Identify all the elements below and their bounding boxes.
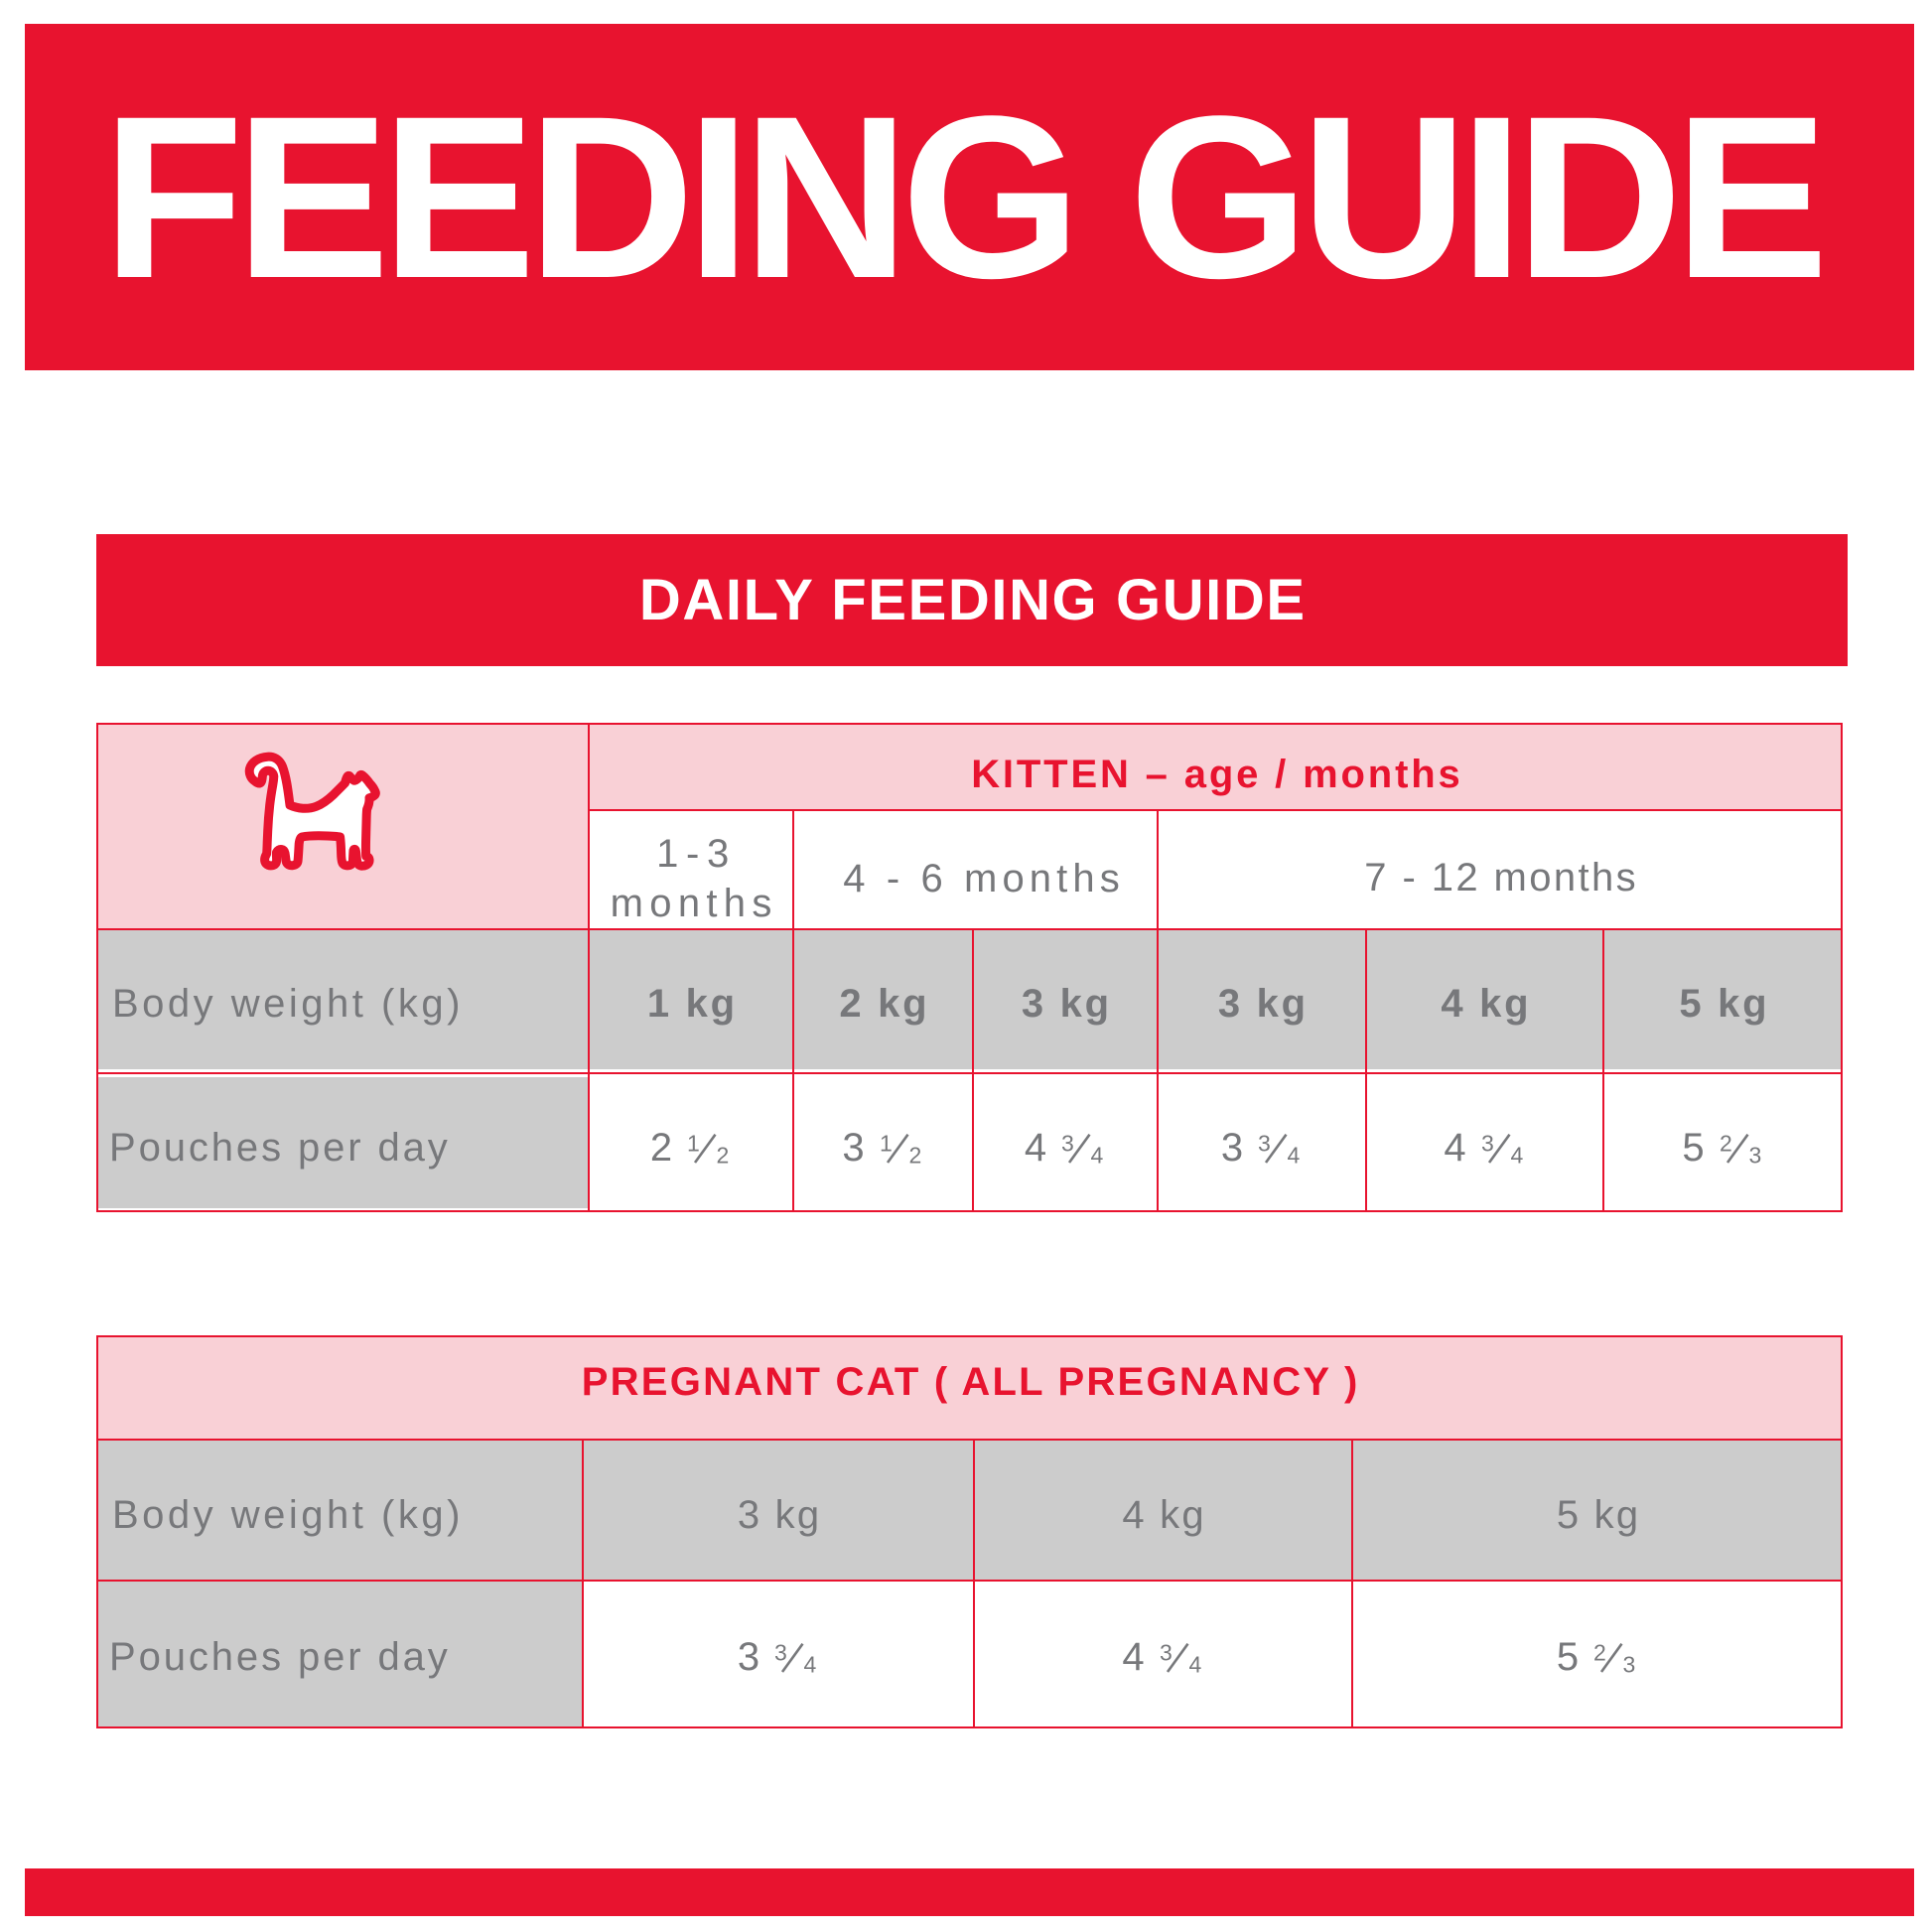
svg-text:4: 4 xyxy=(1188,1651,1201,1673)
svg-text:4: 4 xyxy=(1510,1142,1523,1164)
svg-text:3: 3 xyxy=(774,1643,787,1666)
svg-text:3: 3 xyxy=(1748,1142,1761,1164)
svg-text:4: 4 xyxy=(1091,1142,1104,1164)
svg-text:3: 3 xyxy=(1160,1643,1173,1666)
svg-text:4: 4 xyxy=(804,1651,817,1673)
svg-text:3: 3 xyxy=(1061,1134,1074,1157)
svg-text:1: 1 xyxy=(880,1134,893,1157)
svg-text:1: 1 xyxy=(687,1134,700,1157)
svg-text:2: 2 xyxy=(717,1142,730,1164)
svg-text:3: 3 xyxy=(1623,1651,1636,1673)
svg-text:3: 3 xyxy=(1481,1134,1494,1157)
svg-text:2: 2 xyxy=(1593,1643,1606,1666)
svg-text:2: 2 xyxy=(908,1142,921,1164)
svg-text:2: 2 xyxy=(1720,1134,1732,1157)
svg-text:3: 3 xyxy=(1258,1134,1271,1157)
svg-text:4: 4 xyxy=(1288,1142,1301,1164)
